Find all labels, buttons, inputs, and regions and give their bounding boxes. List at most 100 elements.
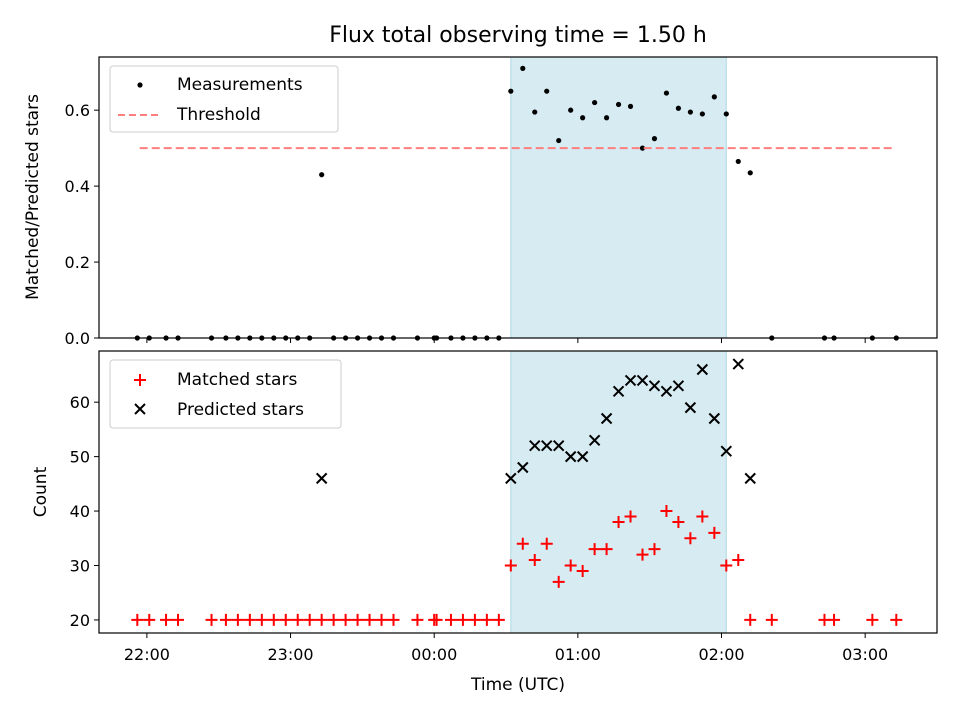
x-tick-label: 23:00 (267, 645, 313, 664)
matched-star-point (267, 613, 280, 626)
shaded-interval-top (510, 56, 727, 339)
matched-star-point (444, 613, 457, 626)
y-tick-label: 60 (70, 393, 90, 412)
matched-star-point (540, 537, 553, 550)
y-tick-label: 30 (70, 556, 90, 575)
legend-plus-marker (134, 374, 146, 386)
predicted-star-point (732, 358, 744, 370)
top-panel-x-ticks (146, 338, 866, 343)
matched-star-point (890, 613, 903, 626)
matched-star-point (387, 613, 400, 626)
matched-star-point (480, 613, 493, 626)
matched-star-point (588, 543, 601, 556)
legend-dot-marker (137, 82, 143, 88)
legend-label-matched-stars: Matched stars (177, 370, 297, 390)
x-tick-label: 22:00 (124, 645, 170, 664)
predicted-star-point (552, 440, 565, 452)
predicted-star-point (576, 450, 589, 463)
measurement-point (699, 111, 705, 117)
measurement-point (651, 136, 658, 142)
matched-star-point (219, 613, 232, 626)
measurement-point (520, 65, 526, 71)
predicted-star-point (660, 385, 673, 397)
top-panel-y-ticks: 0.0 0.2 0.4 0.6 (65, 101, 99, 348)
bottom-panel-marks (131, 358, 903, 626)
x-tick-label: 01:00 (555, 645, 601, 664)
predicted-star-point (696, 363, 709, 376)
predicted-star-point (624, 374, 637, 387)
measurement-point (711, 94, 717, 100)
bottom-panel-legend: Matched stars Predicted stars (109, 359, 342, 429)
shaded-interval (510, 350, 727, 634)
matched-star-point (205, 613, 218, 626)
matched-star-point (303, 613, 316, 626)
measurement-point (603, 115, 610, 121)
x-tick-label: 03:00 (842, 645, 888, 664)
matched-star-point (255, 613, 268, 626)
predicted-star-point (612, 385, 625, 397)
matched-star-point (430, 613, 443, 626)
matched-star-point (765, 613, 778, 626)
y-tick-label: 0.2 (65, 253, 90, 272)
measurement-point (580, 115, 586, 121)
x-axis-label: Time (UTC) (470, 675, 565, 695)
matched-star-point (732, 554, 745, 567)
matched-star-point (708, 526, 721, 539)
measurement-point (508, 88, 514, 94)
measurement-point (723, 111, 729, 117)
predicted-star-point (315, 472, 328, 485)
x-tick-label: 00:00 (411, 645, 457, 664)
matched-star-point (492, 613, 505, 626)
predicted-star-point (636, 374, 649, 387)
predicted-star-point (672, 380, 685, 392)
bottom-panel-y-label: Count (31, 466, 51, 517)
predicted-star-point (708, 412, 721, 425)
matched-star-point (552, 575, 565, 588)
measurement-point (687, 109, 693, 115)
predicted-star-point (684, 401, 697, 414)
matched-star-point (279, 613, 292, 626)
y-tick-label: 50 (70, 448, 90, 467)
matched-star-point (672, 515, 685, 528)
predicted-star-point (564, 450, 577, 463)
matched-star-point (828, 613, 841, 626)
top-panel-legend: Measurements Threshold (109, 65, 339, 133)
matched-star-point (516, 537, 529, 550)
y-tick-label: 0.0 (65, 329, 90, 348)
bottom-panel-y-ticks: 20 30 40 50 60 (70, 393, 99, 630)
matched-star-point (315, 613, 328, 626)
matched-star-point (231, 613, 244, 626)
matched-star-point (564, 559, 577, 572)
matched-star-point (636, 548, 649, 561)
legend-frame (109, 359, 342, 429)
legend-x-marker (134, 403, 146, 415)
predicted-star-point (648, 380, 661, 392)
measurement-point (592, 99, 598, 106)
measurement-point (532, 109, 538, 115)
x-tick-label: 02:00 (698, 645, 744, 664)
predicted-star-point (505, 472, 517, 485)
bottom-panel: 20 30 40 50 60 22:00 23:00 00:00 01:00 02:00 03:0… (31, 350, 938, 695)
legend-frame (109, 65, 339, 133)
top-panel-frame (98, 56, 938, 339)
y-tick-label: 20 (70, 611, 90, 630)
matched-star-point (528, 554, 541, 567)
matched-star-point (468, 613, 481, 626)
measurement-point (675, 105, 682, 111)
measurement-point (627, 103, 634, 109)
legend-label-measurements: Measurements (177, 75, 303, 95)
legend-label-predicted-stars: Predicted stars (177, 400, 304, 420)
predicted-star-point (600, 412, 613, 425)
matched-star-point (624, 510, 637, 523)
matched-star-point (684, 532, 697, 545)
predicted-star-point (588, 434, 601, 446)
matched-star-point (131, 613, 144, 626)
top-panel: 0.0 0.2 0.4 0.6 Matched/Predicted stars Mea… (23, 56, 938, 348)
measurement-point (639, 145, 646, 151)
matched-star-point (339, 613, 352, 626)
matched-star-point (744, 613, 757, 626)
predicted-star-point (720, 445, 733, 457)
measurement-point (735, 158, 741, 165)
matched-star-point (291, 613, 304, 626)
